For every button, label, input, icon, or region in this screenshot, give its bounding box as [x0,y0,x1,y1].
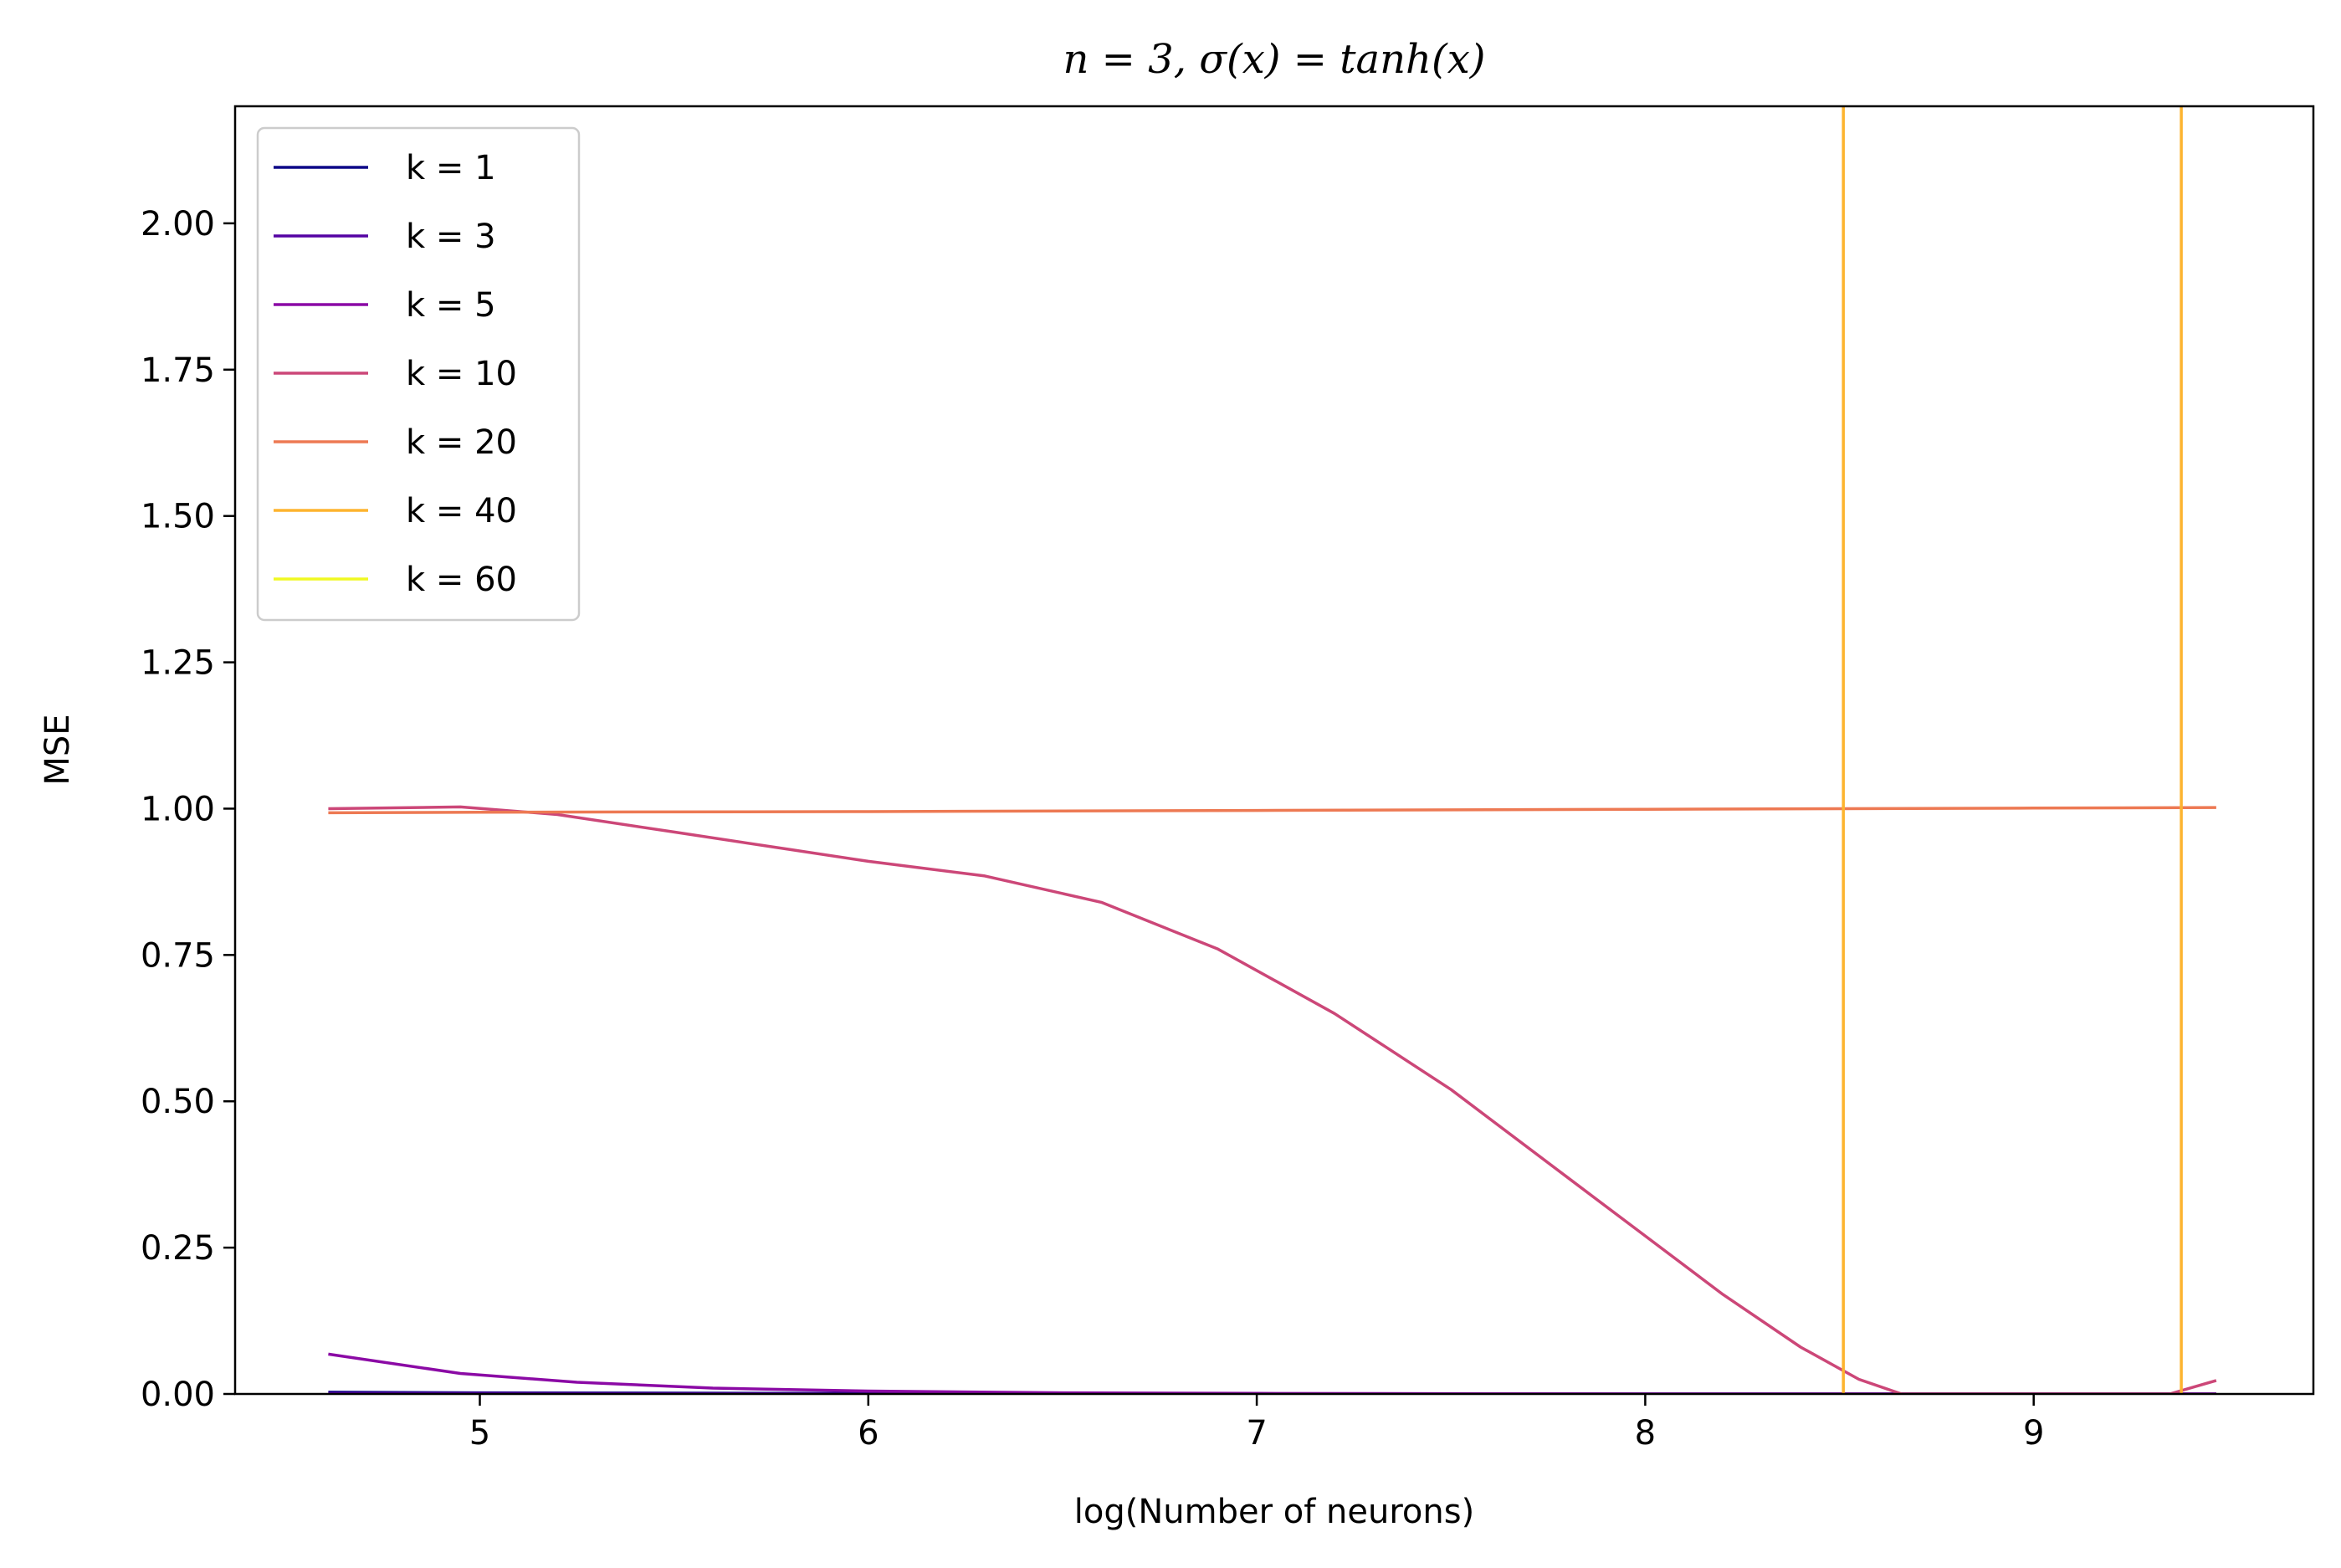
chart-title: n = 3, σ(x) = tanh(x) [1063,36,1486,83]
y-tick-label: 1.00 [141,790,215,828]
series-line-4 [328,806,2216,815]
series-layer [328,106,2217,1394]
x-tick-label: 6 [858,1414,879,1453]
legend-label: k = 3 [406,218,496,256]
y-tick-label: 0.25 [141,1229,215,1268]
legend-label: k = 20 [406,423,517,462]
x-axis-label: log(Number of neurons) [1074,1493,1474,1531]
x-tick-label: 8 [1635,1414,1656,1453]
legend-label: k = 5 [406,286,496,325]
series-line-5 [1842,106,2183,1394]
x-tick-label: 5 [469,1414,490,1453]
y-tick-label: 1.25 [141,644,215,683]
legend: k = 1 k = 3 k = 5 k = 10 k = 20 k = 40 k = 60 [256,126,581,622]
legend-box [256,126,581,622]
legend-label: k = 40 [406,492,517,530]
y-tick-label: 1.50 [141,498,215,536]
x-tick-label: 7 [1246,1414,1267,1453]
series-line-2 [328,1352,2216,1394]
y-tick-label: 0.50 [141,1083,215,1121]
legend-label: k = 60 [406,561,517,599]
plot-frame [233,105,2315,1396]
legend-label: k = 1 [406,149,496,187]
x-axis: 5 6 7 8 9 [469,1394,2044,1453]
x-tick-label: 9 [2023,1414,2044,1453]
legend-label: k = 10 [406,355,517,393]
y-axis: 0.00 0.25 0.50 0.75 1.00 1.25 1.50 1.75 2.00 [141,205,235,1414]
y-tick-label: 0.75 [141,936,215,975]
y-tick-label: 0.00 [141,1376,215,1414]
y-tick-label: 1.75 [141,351,215,390]
y-tick-label: 2.00 [141,205,215,243]
y-axis-label: MSE [38,714,77,785]
series-line-3 [328,805,2217,1394]
